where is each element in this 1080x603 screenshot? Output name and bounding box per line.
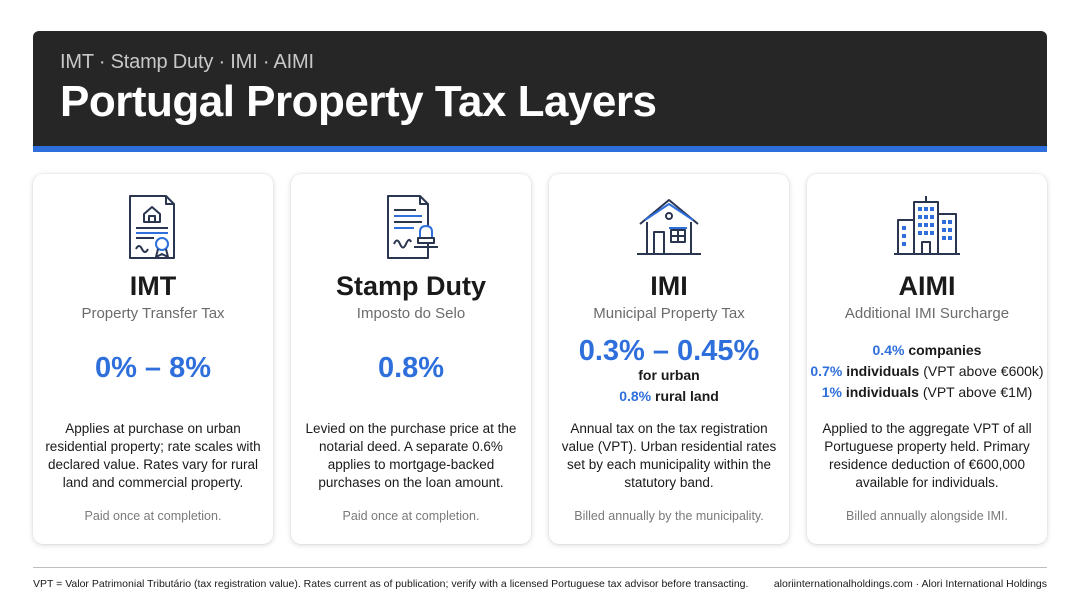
rate-urban-label: for urban — [638, 367, 700, 383]
card-footnote: Paid once at completion. — [342, 509, 480, 523]
card-rate: 0.8% — [377, 352, 445, 384]
card-name: Stamp Duty — [335, 271, 487, 301]
card-description: Annual tax on the tax registration value… — [561, 421, 777, 490]
house-icon — [637, 199, 701, 255]
aimi-rate-label: individuals — [846, 363, 920, 379]
aimi-rate-value: 1% — [821, 384, 842, 400]
card-rate: 0.3% – 0.45% — [578, 335, 760, 367]
card-name: IMT — [129, 271, 177, 301]
rate-rural-label: rural land — [655, 388, 719, 404]
rate-rural-value: 0.8% — [619, 388, 652, 404]
card-imi: IMI Municipal Property Tax 0.3% – 0.45% … — [549, 174, 789, 544]
card-description: Levied on the purchase price at the nota… — [305, 421, 517, 490]
stamp-document-icon — [387, 195, 438, 259]
aimi-rate-line: 1% individuals (VPT above €1M) — [807, 384, 1047, 400]
card-footnote: Paid once at completion. — [84, 509, 222, 523]
card-name: IMI — [650, 271, 688, 301]
certificate-document-icon — [129, 195, 175, 259]
card-description: Applied to the aggregate VPT of all Port… — [822, 421, 1032, 490]
card-description: Applies at purchase on urban residential… — [45, 421, 261, 490]
footer-divider — [33, 567, 1047, 568]
aimi-rate-label: companies — [908, 342, 982, 358]
buildings-icon — [894, 196, 960, 255]
card-imt: IMT Property Transfer Tax 0% – 8% Applie… — [33, 174, 273, 544]
aimi-rate-label: individuals — [845, 384, 919, 400]
aimi-rate-note: (VPT above €600k) — [923, 363, 1044, 379]
card-aimi: AIMI Additional IMI Surcharge 0.4% compa… — [807, 174, 1047, 544]
header-accent-bar — [33, 146, 1047, 152]
card-full-name: Imposto do Selo — [356, 305, 466, 322]
aimi-rate-line: 0.4% companies — [807, 342, 1047, 358]
card-full-name: Property Transfer Tax — [81, 305, 225, 322]
page-title: Portugal Property Tax Layers — [60, 77, 657, 126]
aimi-rate-value: 0.4% — [872, 342, 905, 358]
card-full-name: Additional IMI Surcharge — [844, 305, 1010, 322]
card-full-name: Municipal Property Tax — [593, 305, 745, 322]
footer-note: VPT = Valor Patrimonial Tributário (tax … — [33, 578, 749, 590]
aimi-rate-line: 0.7% individuals (VPT above €600k) — [807, 363, 1047, 379]
footer-credit: aloriinternationalholdings.com · Alori I… — [773, 578, 1047, 590]
card-name: AIMI — [898, 271, 956, 301]
card-footnote: Billed annually alongside IMI. — [846, 509, 1008, 523]
card-footnote: Billed annually by the municipality. — [574, 509, 764, 523]
header-banner: IMT · Stamp Duty · IMI · AIMI Portugal P… — [33, 31, 1047, 146]
aimi-rate-value: 0.7% — [810, 363, 843, 379]
aimi-rate-note: (VPT above €1M) — [922, 384, 1033, 400]
card-stamp-duty: Stamp Duty Imposto do Selo 0.8% Levied o… — [291, 174, 531, 544]
card-rate: 0% – 8% — [94, 352, 212, 384]
header-subtitle: IMT · Stamp Duty · IMI · AIMI — [60, 51, 314, 73]
rate-rural-line: 0.8% rural land — [549, 388, 789, 404]
